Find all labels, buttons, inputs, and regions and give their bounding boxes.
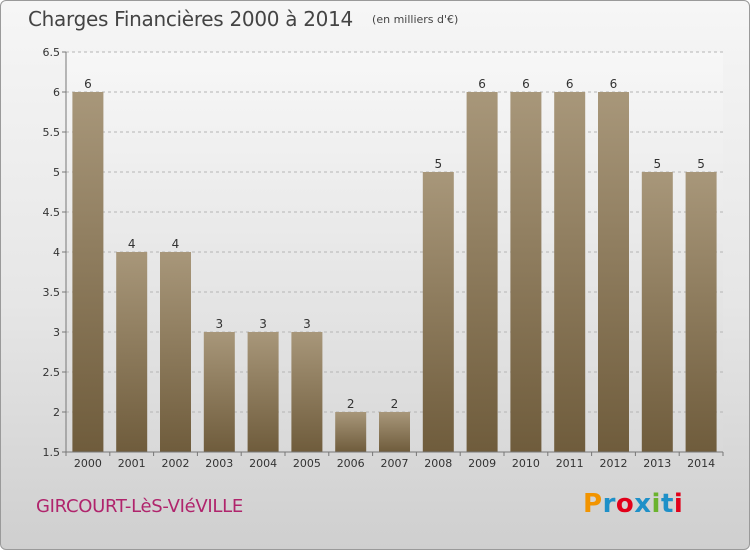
proxiti-logo[interactable]: Proxiti: [583, 489, 683, 519]
bar-value-label: 6: [84, 77, 92, 91]
x-tick-label: 2002: [162, 457, 190, 470]
x-tick-label: 2011: [556, 457, 584, 470]
logo-letter: t: [660, 489, 674, 519]
bar-2012: [598, 92, 629, 452]
bar-2007: [379, 412, 410, 452]
bar-2000: [72, 92, 104, 452]
bar-2001: [116, 252, 148, 452]
bar-value-label: 3: [259, 317, 267, 331]
y-tick-label: 1.5: [43, 446, 61, 459]
logo-letter: x: [634, 489, 652, 519]
logo-letter: r: [602, 489, 616, 519]
bar-2003: [203, 332, 235, 452]
y-tick-label: 5: [53, 166, 60, 179]
axes: 1.5 2 2.5 3 3.5 4 4.5 5 5.5 6 6.5 2000 2001 2002 2003 2…: [43, 46, 724, 470]
bar-2009: [466, 92, 498, 452]
logo-letter: i: [673, 489, 684, 519]
x-tick-label: 2005: [293, 457, 321, 470]
x-tick-label: 2012: [600, 457, 628, 470]
x-tick-label: 2008: [424, 457, 452, 470]
bar-2011: [554, 92, 586, 452]
bar-value-label: 3: [303, 317, 311, 331]
y-tick-label: 3.5: [43, 286, 61, 299]
y-tick-label: 5.5: [43, 126, 61, 139]
commune-name: GIRCOURT-LèS-VIéVILLE: [36, 496, 243, 517]
x-tick-label: 2006: [337, 457, 365, 470]
bar-value-label: 6: [566, 77, 574, 91]
y-tick-label: 4.5: [43, 206, 61, 219]
y-tick-label: 6.5: [43, 46, 61, 59]
bar-value-label: 5: [653, 157, 661, 171]
logo-letter: P: [583, 489, 603, 519]
bar-2010: [510, 92, 542, 452]
bar-value-label: 6: [610, 77, 618, 91]
bar-2013: [641, 172, 673, 452]
bar-2002: [160, 252, 191, 452]
x-tick-label: 2001: [118, 457, 146, 470]
x-tick-label: 2004: [249, 457, 277, 470]
chart-title: Charges Financières 2000 à 2014: [28, 7, 353, 31]
x-tick-label: 2003: [205, 457, 233, 470]
bar-value-label: 2: [347, 397, 355, 411]
x-tick-label: 2000: [74, 457, 102, 470]
bar-value-label: 5: [434, 157, 442, 171]
x-tick-label: 2007: [381, 457, 409, 470]
chart-unit: (en milliers d'€): [372, 13, 459, 26]
bar-value-label: 4: [172, 237, 180, 251]
x-tick-label: 2009: [468, 457, 496, 470]
bar-2006: [335, 412, 367, 452]
bar-2005: [291, 332, 323, 452]
logo-letter: i: [651, 489, 661, 519]
bar-2004: [247, 332, 279, 452]
bar-value-label: 6: [478, 77, 486, 91]
title-row: Charges Financières 2000 à 2014 (en mill…: [28, 7, 458, 31]
y-tick-label: 2.5: [43, 366, 61, 379]
bar-value-label: 5: [697, 157, 705, 171]
x-tick-label: 2010: [512, 457, 540, 470]
bar-2014: [685, 172, 717, 452]
bar-value-label: 3: [215, 317, 223, 331]
bar-value-label: 6: [522, 77, 530, 91]
bar-value-label: 4: [128, 237, 136, 251]
logo-letter: o: [615, 489, 635, 519]
y-tick-label: 3: [53, 326, 60, 339]
x-tick-label: 2013: [643, 457, 671, 470]
y-tick-label: 4: [53, 246, 60, 259]
bars: 6 4 4 3 3 3 2 2 5 6 6 6 6 5 5: [72, 77, 717, 452]
y-tick-label: 2: [53, 406, 60, 419]
x-tick-label: 2014: [687, 457, 715, 470]
bar-value-label: 2: [391, 397, 399, 411]
y-tick-label: 6: [53, 86, 60, 99]
bar-2008: [422, 172, 454, 452]
